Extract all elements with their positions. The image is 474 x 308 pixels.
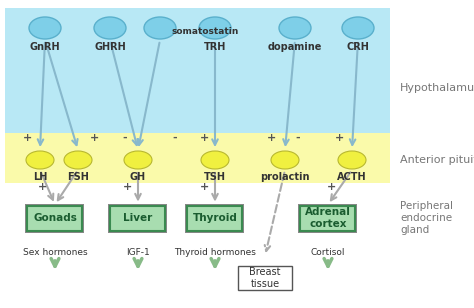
Text: Thyroid: Thyroid	[192, 213, 237, 223]
Ellipse shape	[94, 17, 126, 39]
FancyBboxPatch shape	[27, 205, 82, 230]
FancyBboxPatch shape	[299, 204, 357, 233]
Text: +: +	[23, 133, 33, 143]
Text: +: +	[123, 182, 133, 192]
Ellipse shape	[279, 17, 311, 39]
Bar	[5, 8, 390, 178]
Ellipse shape	[144, 17, 176, 39]
Text: Sex hormones: Sex hormones	[23, 248, 87, 257]
Text: Thyroid hormones: Thyroid hormones	[174, 248, 256, 257]
Text: Breast
tissue: Breast tissue	[249, 267, 281, 289]
Text: GnRH: GnRH	[30, 42, 60, 52]
Text: ACTH: ACTH	[337, 172, 367, 182]
Text: LH: LH	[33, 172, 47, 182]
Text: CRH: CRH	[346, 42, 369, 52]
Ellipse shape	[124, 151, 152, 169]
Ellipse shape	[199, 17, 231, 39]
Text: -: -	[123, 133, 128, 143]
Text: +: +	[38, 182, 47, 192]
Text: IGF-1: IGF-1	[126, 248, 150, 257]
Ellipse shape	[26, 151, 54, 169]
Text: +: +	[336, 133, 345, 143]
Text: Gonads: Gonads	[33, 213, 77, 223]
Text: TRH: TRH	[204, 42, 226, 52]
Text: -: -	[173, 133, 177, 143]
Text: +: +	[328, 182, 337, 192]
Ellipse shape	[64, 151, 92, 169]
Text: GH: GH	[130, 172, 146, 182]
Ellipse shape	[271, 151, 299, 169]
Text: Liver: Liver	[123, 213, 153, 223]
Text: TSH: TSH	[204, 172, 226, 182]
FancyBboxPatch shape	[185, 204, 245, 233]
Text: -: -	[296, 133, 301, 143]
Text: dopamine: dopamine	[268, 42, 322, 52]
Ellipse shape	[338, 151, 366, 169]
Ellipse shape	[29, 17, 61, 39]
Text: +: +	[201, 133, 210, 143]
FancyBboxPatch shape	[110, 205, 165, 230]
Text: FSH: FSH	[67, 172, 89, 182]
Ellipse shape	[201, 151, 229, 169]
Text: Hypothalamus: Hypothalamus	[400, 83, 474, 93]
Text: Anterior pituitary: Anterior pituitary	[400, 155, 474, 165]
Text: somatostatin: somatostatin	[172, 26, 239, 35]
Bar	[5, 133, 390, 183]
FancyBboxPatch shape	[238, 266, 292, 290]
FancyBboxPatch shape	[188, 205, 243, 230]
Text: +: +	[267, 133, 277, 143]
FancyBboxPatch shape	[26, 204, 84, 233]
Text: GHRH: GHRH	[94, 42, 126, 52]
Text: +: +	[201, 182, 210, 192]
Text: Peripheral
endocrine
gland: Peripheral endocrine gland	[400, 201, 453, 235]
Ellipse shape	[342, 17, 374, 39]
Text: prolactin: prolactin	[260, 172, 310, 182]
FancyBboxPatch shape	[109, 204, 167, 233]
Text: Adrenal
cortex: Adrenal cortex	[305, 207, 351, 229]
Text: +: +	[91, 133, 100, 143]
Text: Cortisol: Cortisol	[311, 248, 345, 257]
FancyBboxPatch shape	[301, 205, 356, 230]
